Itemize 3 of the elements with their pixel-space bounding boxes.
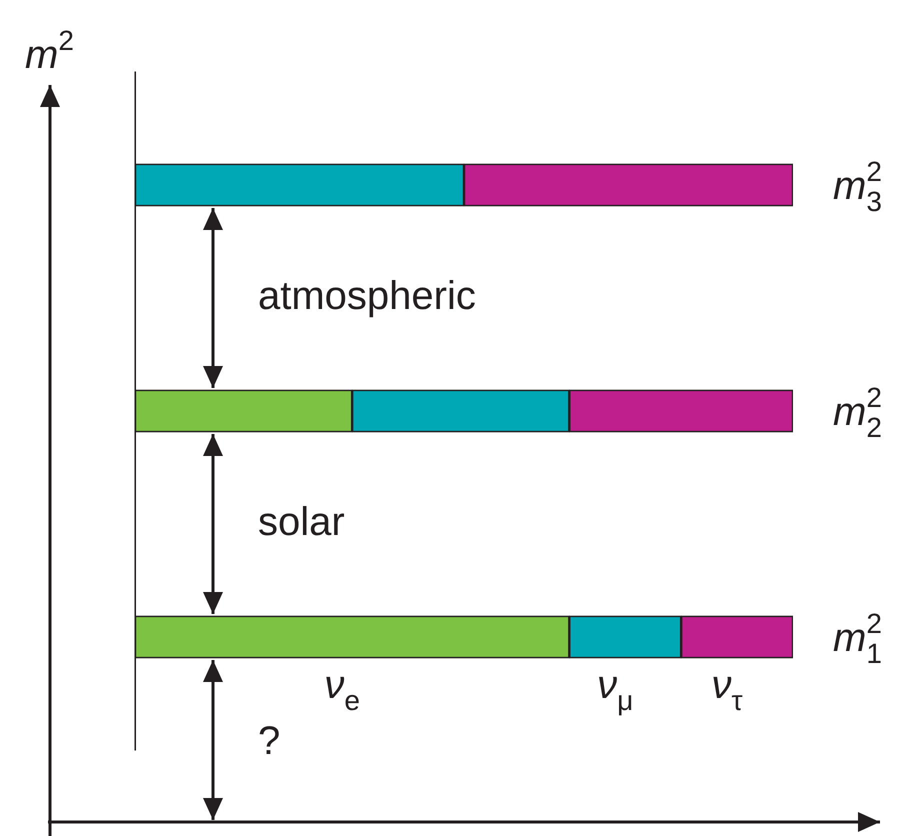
annotation: atmospheric [258,274,476,318]
annotation: ? [258,719,280,764]
annotation: solar [258,500,345,544]
